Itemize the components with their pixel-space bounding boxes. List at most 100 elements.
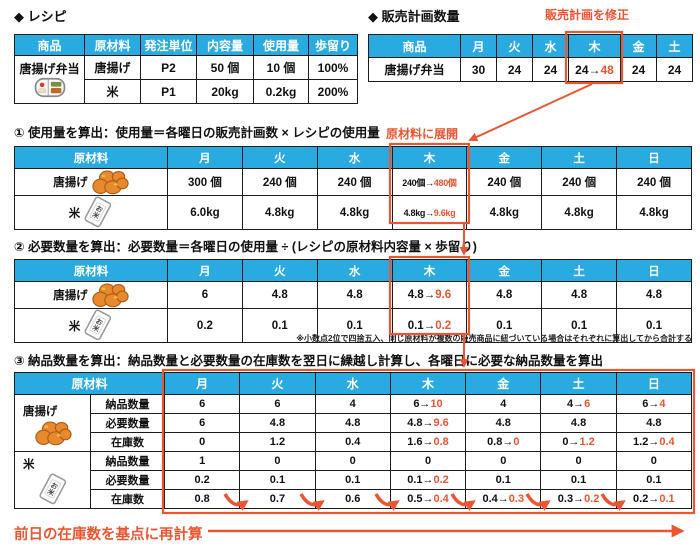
plan-value-cell: 24 [496, 57, 533, 82]
day-value-cell: 0.4→0.3 [465, 489, 542, 509]
day-header: 火 [239, 372, 316, 395]
day-value-cell: 6→10 [389, 394, 467, 414]
plan-value-cell: 24 [620, 57, 657, 82]
day-value-cell: 0 [465, 451, 542, 471]
day-value-cell: 1.6→0.8 [389, 432, 467, 452]
day-value-cell: 0.1→0.2 [389, 470, 467, 490]
day-value-cell: 4.8 [540, 413, 617, 433]
day-header: 金 [466, 146, 543, 169]
bento-icon [34, 77, 66, 98]
sales-plan-table-container: 商品月火水木金土唐揚げ弁当 30 24 24 24→48 24 24 [368, 34, 693, 82]
day-header: 商品 [14, 34, 85, 56]
required-step-title: ② 必要数量を算出：必要数量＝各曜日の使用量 ÷ (レシピの原材料内容量 × 歩… [14, 240, 477, 254]
plan-product-cell: 唐揚げ弁当 [368, 57, 461, 82]
day-value-cell: 6 [164, 413, 241, 433]
day-value-cell: 0→1.2 [540, 432, 617, 452]
recipe-cell: 10 個 [253, 55, 309, 80]
plan-value-cell: 24 [532, 57, 569, 82]
day-value-cell: 0 [615, 451, 693, 471]
rice-bag-icon: お米 [38, 473, 68, 506]
day-value-cell: 6 [239, 394, 316, 414]
day-value-cell: 240 個 [241, 168, 318, 196]
day-value-cell: 6 [167, 281, 243, 309]
day-value-cell: 240 個 [616, 168, 692, 196]
day-value-cell: 4.8kg [616, 195, 692, 230]
delivery-step-title: ③ 納品数量を算出：納品数量と必要数量の在庫数を翌日に繰越し計算し、各曜日に必要… [14, 354, 604, 368]
day-header: 火 [241, 259, 318, 282]
updated-value: 48 [600, 62, 614, 77]
day-header: 月 [460, 34, 497, 58]
day-value-cell: 0 [239, 451, 316, 471]
row-type-label: 納品数量 [89, 394, 166, 414]
day-value-cell: 0.1 [466, 308, 543, 343]
day-value-cell: 0.2 [167, 308, 243, 343]
day-value-cell: 0.1 [316, 308, 393, 343]
day-header: 土 [541, 259, 618, 282]
day-value-cell: 0.1 [615, 470, 693, 490]
day-value-cell: 0.8→0 [465, 432, 542, 452]
usage-table: 原材料月火水木金土日唐揚げ 300 個 240 個 240 個 240個→480個 240… [14, 146, 692, 230]
row-type-label: 在庫数 [89, 489, 166, 509]
svg-text:米: 米 [91, 210, 101, 221]
day-header: 月 [167, 259, 243, 282]
karaage-icon [91, 169, 129, 195]
updated-value: 0.2 [433, 474, 449, 486]
day-value-cell: 4.8 [465, 413, 542, 433]
day-header: 日 [616, 259, 692, 282]
updated-value: 0 [513, 436, 520, 448]
day-value-cell: 0.1 [540, 470, 617, 490]
day-value-cell: 4.8 [316, 281, 393, 309]
day-value-cell: 4.8 [241, 281, 318, 309]
plan-edit-annotation: 販売計画を修正 [545, 8, 630, 22]
flow-arrow-plan-to-usage [468, 83, 593, 142]
updated-value: 9.6 [433, 417, 449, 429]
day-header: 木 [568, 34, 621, 58]
day-value-cell: 0.6 [314, 489, 391, 509]
day-header: 日 [615, 372, 693, 395]
material-label-cell: 唐揚げ [14, 394, 91, 452]
day-header: 日 [616, 146, 692, 169]
day-value-cell: 0.2→0.1 [615, 489, 693, 509]
day-value-cell: 240 個 [541, 168, 618, 196]
material-label-cell: 米お米 [14, 308, 168, 343]
day-header: 土 [540, 372, 617, 395]
day-value-cell: 240 個 [466, 168, 543, 196]
updated-value: 0.4 [659, 436, 675, 448]
day-value-cell: 1.2 [239, 432, 316, 452]
day-value-cell: 4.8 [314, 413, 391, 433]
day-value-cell: 300 個 [167, 168, 243, 196]
day-value-cell: 4 [465, 394, 542, 414]
day-header: 発注単位 [140, 34, 197, 56]
day-header: 木 [389, 372, 467, 395]
updated-value: 1.2 [579, 436, 595, 448]
day-value-cell: 4.8 [239, 413, 316, 433]
required-table: 原材料月火水木金土日唐揚げ 6 4.8 4.8 4.8→9.6 4.8 4.8 4.8 米お米 0… [14, 259, 692, 343]
rounding-footnote: ※小数点2位で四捨五入、同じ原材料が複数の販売商品に紐づいている場合はそれぞれに… [296, 334, 692, 343]
day-header: 内容量 [196, 34, 254, 56]
day-value-cell: 6.0kg [167, 195, 243, 230]
plan-value-cell: 24→48 [568, 57, 621, 82]
day-value-cell: 240個→480個 [391, 168, 468, 196]
day-value-cell: 4.8kg [241, 195, 318, 230]
material-label-cell: 米お米 [14, 451, 91, 509]
material-label-cell: 唐揚げ [14, 281, 168, 309]
svg-text:米: 米 [91, 323, 101, 334]
material-label-cell: 米お米 [14, 195, 168, 230]
required-table-container: 原材料月火水木金土日唐揚げ 6 4.8 4.8 4.8→9.6 4.8 4.8 4.8 米お米 0… [14, 259, 692, 343]
day-value-cell: 0.5→0.4 [389, 489, 467, 509]
day-value-cell: 4→6 [540, 394, 617, 414]
day-value-cell: 4.8 [616, 281, 692, 309]
day-header: 水 [316, 146, 393, 169]
updated-value: 9.6kg [433, 207, 456, 218]
day-value-cell: 4.8→9.6 [391, 281, 468, 309]
recipe-cell: 50 個 [196, 55, 254, 80]
day-value-cell: 1.2→0.4 [615, 432, 693, 452]
day-value-cell: 0.1 [541, 308, 618, 343]
day-header: 金 [466, 259, 543, 282]
day-header: 月 [164, 372, 241, 395]
day-value-cell: 0.1 [241, 308, 318, 343]
svg-text:お: お [95, 316, 105, 327]
day-value-cell: 4.8kg→9.6kg [391, 195, 468, 230]
day-header: 金 [620, 34, 657, 58]
